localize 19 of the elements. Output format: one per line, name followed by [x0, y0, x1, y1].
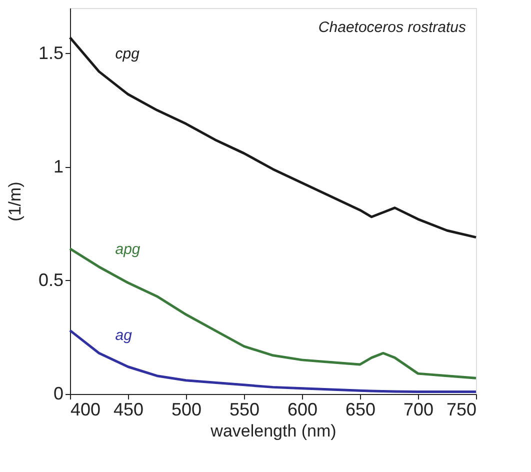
- y-tick-label: 1: [53, 156, 64, 176]
- series-label: cpg: [115, 46, 140, 63]
- x-tick-label: 700: [403, 400, 434, 420]
- x-tick-label: 650: [345, 400, 376, 420]
- x-tick-label: 550: [229, 400, 260, 420]
- x-tick-label: 400: [70, 400, 101, 420]
- x-tick-label: 600: [287, 400, 318, 420]
- y-axis-title: (1/m): [5, 182, 24, 222]
- y-tick-label: 0.5: [38, 270, 64, 290]
- y-tick-label: 1.5: [38, 42, 64, 63]
- y-tick-label: 0: [53, 384, 64, 404]
- series-label: apg: [115, 240, 141, 258]
- annotation: Chaetoceros rostratus: [318, 19, 466, 36]
- series-label: ag: [115, 327, 133, 344]
- x-tick-label: 500: [171, 400, 202, 420]
- x-tick-label: 450: [113, 400, 144, 420]
- line-series: [68, 247, 478, 380]
- x-tick-label: 750: [446, 400, 476, 420]
- x-axis-title: wavelength (nm): [210, 422, 336, 440]
